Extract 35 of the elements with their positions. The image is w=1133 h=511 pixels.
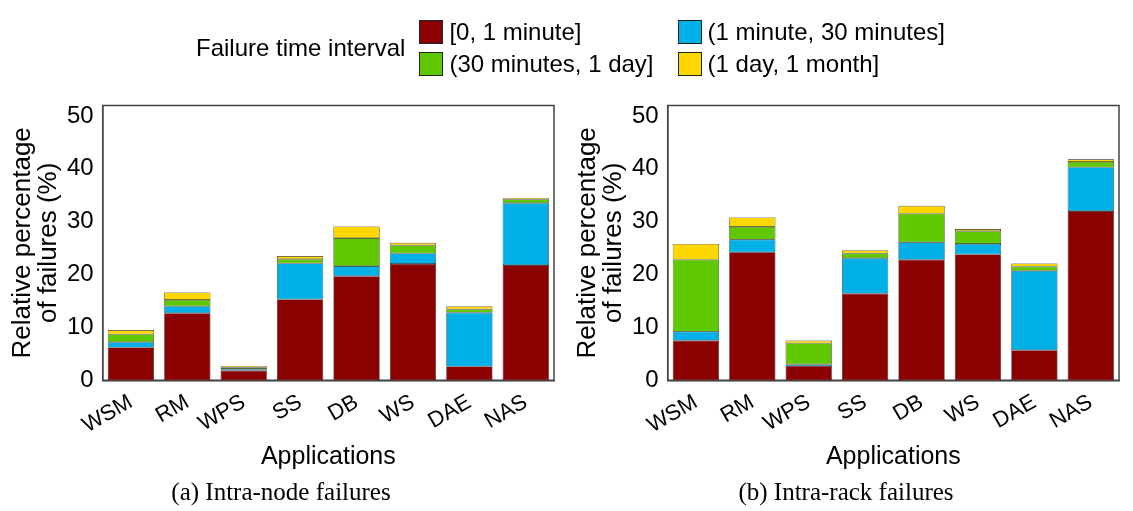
y-tick-label: 40 xyxy=(66,153,94,181)
legend-label: (1 minute, 30 minutes] xyxy=(707,18,945,46)
x-tick-label: WPS xyxy=(758,388,815,436)
y-tick-label: 50 xyxy=(631,100,659,128)
y-tick-label: 20 xyxy=(66,259,94,287)
x-tick-label: DAE xyxy=(423,388,475,433)
y-axis-title: Relative percentage of failures (%) xyxy=(571,127,628,359)
text: (b) Intra-rack failures xyxy=(738,477,954,506)
y-tick-label: 30 xyxy=(631,206,659,234)
x-tick-label: DB xyxy=(323,388,363,426)
y-tick-label: 10 xyxy=(631,312,659,340)
x-tick-label: WS xyxy=(375,388,419,428)
y-axis-title: Relative percentage of failures (%) xyxy=(6,127,63,359)
x-tick-label: NAS xyxy=(479,388,532,433)
y-tick-label: 50 xyxy=(66,100,94,128)
text: (a) Intra-node failures xyxy=(171,477,391,506)
y-tick-label: 20 xyxy=(631,259,659,287)
y-tick-label: 30 xyxy=(66,206,94,234)
x-axis-title: Applications xyxy=(825,440,961,469)
x-tick-label: RM xyxy=(715,388,758,428)
x-tick-label: DAE xyxy=(988,388,1040,433)
legend-title: Failure time interval xyxy=(196,34,406,62)
y-tick-label: 40 xyxy=(631,153,659,181)
x-tick-label: SS xyxy=(267,388,306,425)
x-tick-label: SS xyxy=(832,388,871,425)
legend-label: (1 day, 1 month] xyxy=(707,50,880,78)
legend-label: (30 minutes, 1 day] xyxy=(449,50,654,78)
y-tick-label: 10 xyxy=(66,312,94,340)
x-tick-label: WS xyxy=(940,388,984,428)
x-tick-label: WPS xyxy=(193,388,250,436)
x-tick-label: RM xyxy=(150,388,193,428)
legend-label: [0, 1 minute] xyxy=(449,18,582,46)
x-axis-title: Applications xyxy=(260,440,396,469)
x-tick-label: DB xyxy=(888,388,928,426)
x-tick-label: NAS xyxy=(1044,388,1097,433)
